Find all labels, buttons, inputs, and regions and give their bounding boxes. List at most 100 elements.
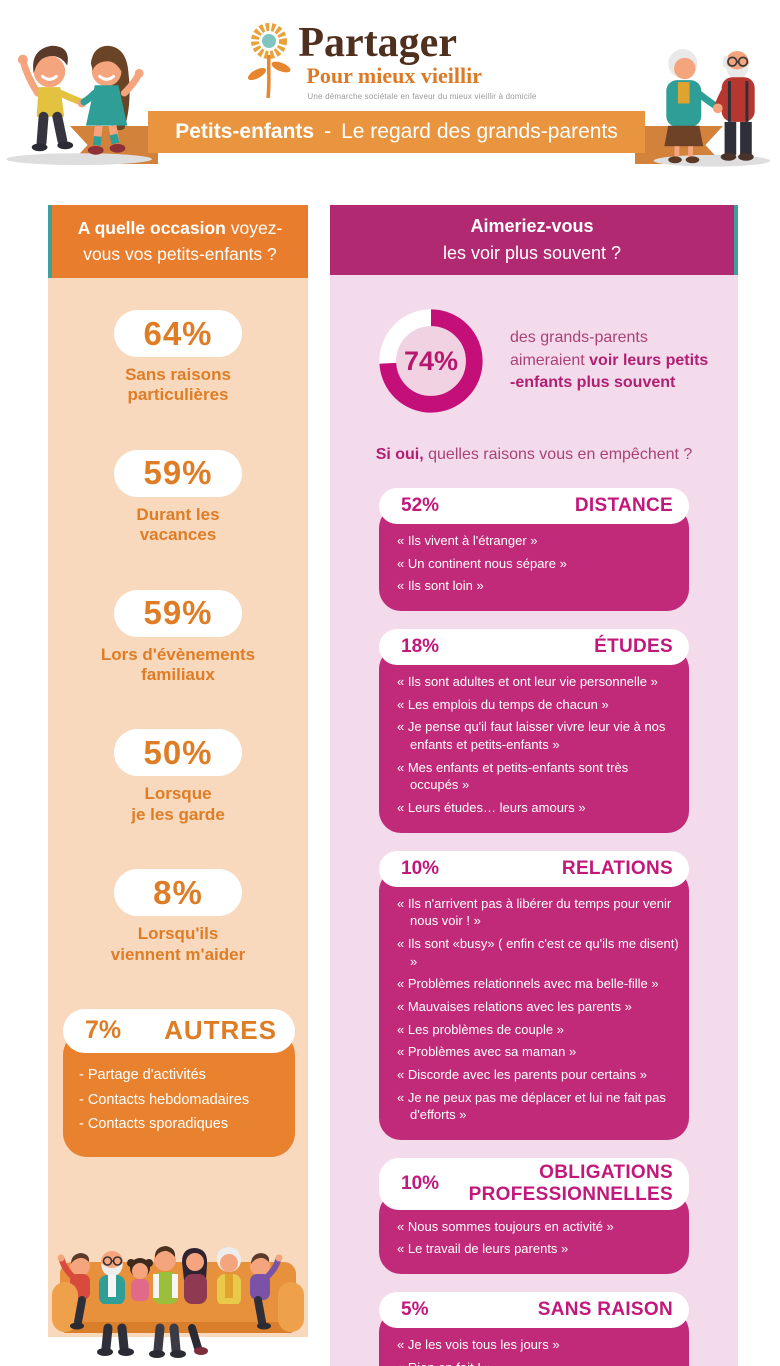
reason-title: ÉTUDES xyxy=(594,636,673,658)
stat-value: 50% xyxy=(143,733,213,771)
stat-value: 64% xyxy=(143,314,213,352)
logo-tagline: Une démarche sociétale en faveur du mieu… xyxy=(307,92,537,101)
list-item: « Je les vois tous les jours » xyxy=(397,1337,560,1353)
banner-rest: Le regard des grands-parents xyxy=(341,120,618,143)
reason-value: 10% xyxy=(401,1172,440,1194)
list-item: « Les problèmes de couple » xyxy=(397,1021,564,1037)
stat-item: 59% Durant les vacances xyxy=(48,449,308,546)
question-bold: Si oui, xyxy=(375,446,424,463)
list-item: « Le travail de leurs parents » xyxy=(397,1241,569,1257)
reason-value: 52% xyxy=(401,495,440,516)
autres-card: 7% AUTRES - Partage d'activités - Contact… xyxy=(63,1008,295,1157)
autres-title: AUTRES xyxy=(164,1015,277,1046)
reason-value: 5% xyxy=(401,1299,429,1321)
list-item: - Contacts sporadiques xyxy=(79,1116,229,1133)
list-item: « Mauvaises relations avec les parents » xyxy=(397,999,632,1015)
right-panel: Aimeriez-vous les voir plus souvent ? 74… xyxy=(330,205,738,1366)
stat-value-pill: 64% xyxy=(114,310,242,357)
reason-card-header: 10% OBLIGATIONS PROFESSIONNELLES xyxy=(379,1158,689,1210)
list-item: « Problèmes avec sa maman » xyxy=(397,1044,577,1060)
reason-value: 10% xyxy=(401,857,440,879)
logo-subtitle: Pour mieux vieillir xyxy=(306,63,482,88)
stat-value-pill: 59% xyxy=(114,449,242,497)
stat-label: Lors d'évènements familiaux xyxy=(100,644,256,684)
stat-item: 59% Lors d'évènements familiaux xyxy=(48,589,308,686)
family-couch-illustration xyxy=(52,1246,304,1358)
autres-value: 7% xyxy=(85,1016,122,1045)
stat-item: 64% Sans raisons particulières xyxy=(48,310,308,406)
donut-chart: 74% xyxy=(372,302,490,420)
donut-chart-icon xyxy=(379,309,483,413)
stat-label: Lorsqu'ils viennent m'aider xyxy=(110,924,246,964)
reason-card-header: 10% RELATIONS xyxy=(379,850,689,887)
list-item: - Contacts hebdomadaires xyxy=(79,1091,250,1108)
list-item: « Ils sont adultes et ont leur vie perso… xyxy=(397,674,658,690)
reason-card-header: 18% ÉTUDES xyxy=(379,629,689,666)
logo-title: Partager xyxy=(298,20,457,66)
left-title-bold: A quelle occasion xyxy=(77,218,226,239)
reason-quotes: « Ils sont adultes et ont leur vie perso… xyxy=(379,647,689,833)
reason-value: 18% xyxy=(401,636,440,658)
reason-title: OBLIGATIONS PROFESSIONNELLES xyxy=(468,1162,673,1205)
reason-card: 10% RELATIONS « Ils n'arrivent pas à lib… xyxy=(379,850,689,1141)
stat-value-pill: 59% xyxy=(114,589,242,637)
list-item: « Les emplois du temps de chacun » xyxy=(397,696,609,712)
list-item: « Ils vivent à l'étranger » xyxy=(397,533,538,548)
right-panel-title: Aimeriez-vous les voir plus souvent ? xyxy=(330,205,738,275)
stat-value-pill: 50% xyxy=(114,729,242,777)
stat-value: 59% xyxy=(143,454,213,492)
reason-card-header: 52% DISTANCE xyxy=(379,488,689,524)
list-item: « Un continent nous sépare » xyxy=(397,555,567,571)
reason-card: 18% ÉTUDES « Ils sont adultes et ont leu… xyxy=(379,629,689,833)
list-item: « Problèmes relationnels avec ma belle-f… xyxy=(397,976,659,992)
question-rest: quelles raisons vous en empêchent ? xyxy=(423,446,693,463)
autres-card-header: 7% AUTRES xyxy=(63,1008,295,1053)
donut-row: 74% des grands-parents aimeraient voir l… xyxy=(330,275,738,420)
reason-card: 52% DISTANCE « Ils vivent à l'étranger »… xyxy=(379,488,689,612)
children-illustration xyxy=(6,45,152,166)
list-item: « Ils sont «busy» ( enfin c'est ce qu'il… xyxy=(397,936,679,969)
list-item: « Ils n'arrivent pas à libérer du temps … xyxy=(397,895,672,929)
reason-quotes: « Nous sommes toujours en activité » « Le… xyxy=(379,1191,689,1275)
banner-highlight: Petits-enfants xyxy=(175,120,315,143)
donut-caption-bold: voir leurs petits -enfants plus souvent xyxy=(510,351,709,392)
reason-cards: 52% DISTANCE « Ils vivent à l'étranger »… xyxy=(330,488,738,1366)
reason-card: 5% SANS RAISON « Je les vois tous les jo… xyxy=(379,1292,689,1366)
occasion-stats: 64% Sans raisons particulières 59% Duran… xyxy=(48,278,308,965)
stat-value-pill: 8% xyxy=(114,869,242,917)
list-item: « Leurs études… leurs amours » xyxy=(397,800,586,816)
list-item: « Ils sont loin » xyxy=(397,578,484,594)
left-panel: A quelle occasion voyez- vous vos petits… xyxy=(48,205,308,1358)
stat-label: Sans raisons particulières xyxy=(125,365,231,405)
list-item: « Rien en fait ! » xyxy=(397,1359,679,1366)
reason-title: DISTANCE xyxy=(574,495,673,517)
stat-value: 8% xyxy=(153,873,203,911)
reason-title: RELATIONS xyxy=(561,857,673,879)
logo: Partager Pour mieux vieillir Une démarch… xyxy=(0,22,780,102)
donut-percent-label: 74% xyxy=(403,345,459,376)
stat-label: Lorsque je les garde xyxy=(131,784,225,824)
stat-value: 59% xyxy=(143,594,213,632)
left-panel-title: A quelle occasion voyez- vous vos petits… xyxy=(48,205,308,278)
list-item: « Je ne peux pas me déplacer et lui ne f… xyxy=(397,1089,666,1123)
question-line: Si oui, quelles raisons vous en empêchen… xyxy=(330,446,738,464)
banner-separator: - xyxy=(324,120,332,143)
sunflower-logo-icon xyxy=(248,23,291,99)
list-item: « Mes enfants et petits-enfants sont trè… xyxy=(397,759,629,793)
reason-card: 10% OBLIGATIONS PROFESSIONNELLES « Nous … xyxy=(379,1158,689,1275)
list-item: « Discorde avec les parents pour certain… xyxy=(397,1067,648,1083)
list-item: - Partage d'activités xyxy=(79,1066,206,1083)
list-item: « Nous sommes toujours en activité » xyxy=(397,1218,614,1234)
stat-item: 50% Lorsque je les garde xyxy=(48,729,308,825)
donut-caption: des grands-parents aimeraient voir leurs… xyxy=(510,327,708,394)
reason-quotes: « Ils n'arrivent pas à libérer du temps … xyxy=(379,868,689,1141)
stat-item: 8% Lorsqu'ils viennent m'aider xyxy=(48,869,308,965)
reason-card-header: 5% SANS RAISON xyxy=(379,1292,689,1329)
list-item: « Je pense qu'il faut laisser vivre leur… xyxy=(397,719,666,753)
reason-title: SANS RAISON xyxy=(537,1299,673,1321)
right-title-rest: les voir plus souvent ? xyxy=(442,243,622,263)
right-title-bold: Aimeriez-vous xyxy=(470,216,594,236)
left-title-rest: voyez- vous vos petits-enfants ? xyxy=(83,218,283,264)
grandparents-illustration xyxy=(653,49,771,167)
